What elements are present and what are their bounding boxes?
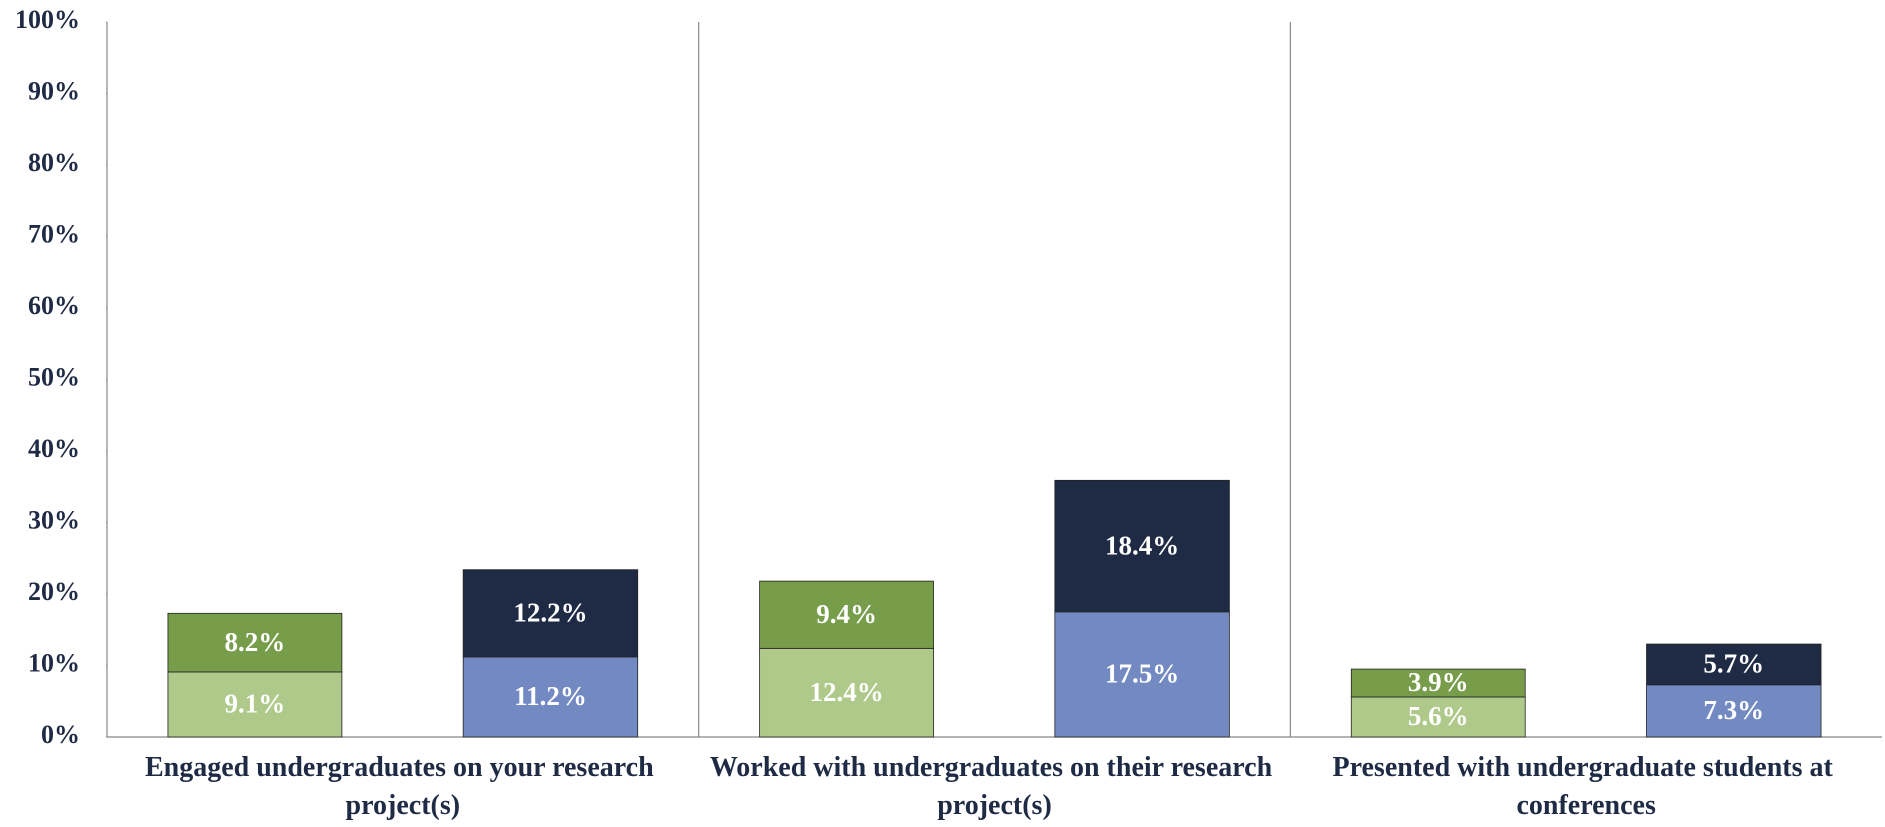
y-tick-label: 40% [28, 434, 80, 463]
value-label: 12.4% [809, 677, 883, 707]
value-label: 18.4% [1105, 530, 1179, 560]
label-line: project(s) [937, 790, 1052, 821]
bar-segment [1350, 696, 1526, 738]
y-tick-label: 60% [28, 291, 80, 320]
y-tick-label: 80% [28, 148, 80, 177]
x-tick-label: Presented with undergraduate students at… [1332, 752, 1839, 821]
y-tick-label: 90% [28, 76, 80, 105]
value-label: 17.5% [1105, 659, 1179, 689]
bar-segment [1350, 668, 1526, 698]
y-tick-label: 30% [28, 505, 80, 534]
y-tick-label: 10% [28, 648, 80, 677]
y-tick-label: 50% [28, 362, 80, 391]
value-label: 3.9% [1408, 667, 1469, 697]
value-label: 9.4% [816, 599, 877, 629]
label-line: project(s) [346, 790, 461, 821]
y-tick-label: 70% [28, 219, 80, 248]
value-label: 9.1% [225, 689, 286, 719]
y-tick-label: 0% [41, 720, 80, 749]
y-tick-label: 100% [15, 5, 80, 34]
bar-segment [1646, 643, 1822, 686]
bar-segment [759, 647, 934, 738]
bar-segment [1646, 684, 1822, 738]
value-label: 7.3% [1703, 695, 1764, 725]
bar-segment [167, 612, 343, 673]
bar-segment [167, 671, 343, 738]
label-line: conferences [1516, 790, 1656, 821]
bar-segment [462, 656, 639, 738]
label-line: Engaged undergraduates on your research [145, 752, 661, 783]
value-label: 5.7% [1703, 649, 1764, 679]
label-line: Worked with undergraduates on their rese… [710, 752, 1279, 783]
bar-segment [462, 569, 639, 658]
value-label: 8.2% [225, 627, 286, 657]
y-tick-label: 20% [28, 577, 80, 606]
value-label: 11.2% [514, 681, 587, 711]
bar-segment [759, 580, 934, 649]
value-label: 12.2% [513, 598, 587, 628]
x-tick-label: Worked with undergraduates on their rese… [710, 752, 1279, 821]
x-tick-label: Engaged undergraduates on your research … [145, 752, 661, 821]
bar-segment [1054, 479, 1230, 613]
value-label: 5.6% [1408, 701, 1469, 731]
label-line: Presented with undergraduate students at [1332, 752, 1839, 783]
